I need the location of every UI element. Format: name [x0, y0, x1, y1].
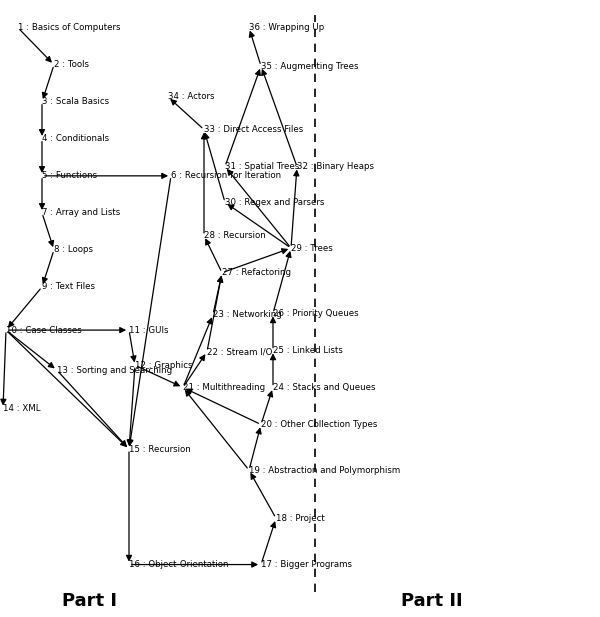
Text: 18 : Project: 18 : Project	[276, 514, 325, 523]
Text: 2 : Tools: 2 : Tools	[54, 60, 89, 69]
Text: 36 : Wrapping Up: 36 : Wrapping Up	[249, 23, 324, 32]
Text: 7 : Array and Lists: 7 : Array and Lists	[42, 209, 120, 217]
Text: 15 : Recursion: 15 : Recursion	[129, 445, 191, 453]
Text: 23 : Networking: 23 : Networking	[213, 310, 282, 319]
Text: 6 : Recursion for Iteration: 6 : Recursion for Iteration	[171, 172, 281, 180]
Text: 22 : Stream I/O: 22 : Stream I/O	[207, 347, 272, 356]
Text: 4 : Conditionals: 4 : Conditionals	[42, 135, 109, 143]
Text: 3 : Scala Basics: 3 : Scala Basics	[42, 97, 109, 106]
Text: 30 : Regex and Parsers: 30 : Regex and Parsers	[225, 198, 325, 207]
Text: 27 : Refactoring: 27 : Refactoring	[222, 268, 291, 277]
Text: 9 : Text Files: 9 : Text Files	[42, 283, 95, 291]
Text: 28 : Recursion: 28 : Recursion	[204, 231, 266, 240]
Text: 17 : Bigger Programs: 17 : Bigger Programs	[261, 560, 352, 569]
Text: 20 : Other Collection Types: 20 : Other Collection Types	[261, 420, 377, 429]
Text: 1 : Basics of Computers: 1 : Basics of Computers	[18, 23, 121, 32]
Text: Part II: Part II	[401, 592, 463, 610]
Text: 35 : Augmenting Trees: 35 : Augmenting Trees	[261, 62, 359, 70]
Text: 31 : Spatial Trees: 31 : Spatial Trees	[225, 162, 299, 171]
Text: 24 : Stacks and Queues: 24 : Stacks and Queues	[273, 383, 376, 392]
Text: 11 : GUIs: 11 : GUIs	[129, 326, 169, 334]
Text: 16 : Object-Orientation: 16 : Object-Orientation	[129, 560, 229, 569]
Text: 14 : XML: 14 : XML	[3, 404, 41, 413]
Text: 34 : Actors: 34 : Actors	[168, 93, 215, 101]
Text: 8 : Loops: 8 : Loops	[54, 246, 93, 254]
Text: 33 : Direct Access Files: 33 : Direct Access Files	[204, 125, 303, 134]
Text: 13 : Sorting and Searching: 13 : Sorting and Searching	[57, 366, 172, 375]
Text: 29 : Trees: 29 : Trees	[291, 244, 333, 252]
Text: 10 : Case Classes: 10 : Case Classes	[6, 326, 82, 334]
Text: 25 : Linked Lists: 25 : Linked Lists	[273, 346, 343, 355]
Text: Part I: Part I	[62, 592, 118, 610]
Text: 12 : Graphics: 12 : Graphics	[135, 361, 193, 370]
Text: 19 : Abstraction and Polymorphism: 19 : Abstraction and Polymorphism	[249, 466, 400, 474]
Text: 5 : Functions: 5 : Functions	[42, 172, 97, 180]
Text: 21 : Multithreading: 21 : Multithreading	[183, 383, 265, 392]
Text: 26 : Priority Queues: 26 : Priority Queues	[273, 309, 359, 318]
Text: 32 : Binary Heaps: 32 : Binary Heaps	[297, 162, 374, 171]
